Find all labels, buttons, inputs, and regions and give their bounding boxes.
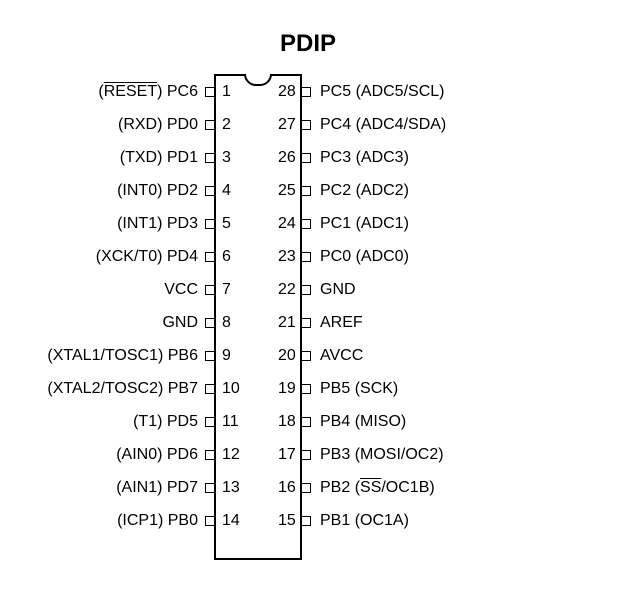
- pin-number: 21: [278, 314, 296, 332]
- pin-number: 12: [222, 446, 240, 464]
- pin-label: PC0 (ADC0): [320, 248, 409, 266]
- pin-label: PC3 (ADC3): [320, 149, 409, 167]
- pin-label: (RESET) PC6: [98, 83, 198, 101]
- pin-number: 17: [278, 446, 296, 464]
- pin-pad: [205, 87, 215, 97]
- pin-pad: [301, 120, 311, 130]
- pin-pad: [301, 483, 311, 493]
- pin-pad: [301, 351, 311, 361]
- pin-pad: [205, 285, 215, 295]
- pin-label: PC4 (ADC4/SDA): [320, 116, 446, 134]
- pin-pad: [205, 219, 215, 229]
- pin-pad: [301, 516, 311, 526]
- pin-number: 26: [278, 149, 296, 167]
- pin-number: 18: [278, 413, 296, 431]
- package-title: PDIP: [280, 30, 336, 58]
- pin-pad: [205, 351, 215, 361]
- pin-pad: [301, 417, 311, 427]
- pin-number: 15: [278, 512, 296, 530]
- pin-label: GND: [162, 314, 198, 332]
- pin-number: 11: [222, 413, 239, 431]
- pin-label: VCC: [164, 281, 198, 299]
- pin-label: PB1 (OC1A): [320, 512, 409, 530]
- pin-label: (TXD) PD1: [120, 149, 198, 167]
- pin-label: (XTAL2/TOSC2) PB7: [47, 380, 198, 398]
- pin-label: (ICP1) PB0: [117, 512, 198, 530]
- pin-pad: [301, 87, 311, 97]
- pin-number: 24: [278, 215, 296, 233]
- pin-number: 10: [222, 380, 240, 398]
- pin-label: (XCK/T0) PD4: [96, 248, 198, 266]
- pin-label: (AIN1) PD7: [116, 479, 198, 497]
- pin-number: 20: [278, 347, 296, 365]
- pin-pad: [205, 120, 215, 130]
- pin-number: 14: [222, 512, 240, 530]
- pin-number: 4: [222, 182, 231, 200]
- pin-number: 27: [278, 116, 296, 134]
- pin-label: PC1 (ADC1): [320, 215, 409, 233]
- pin-pad: [205, 450, 215, 460]
- pin-number: 8: [222, 314, 231, 332]
- pin-number: 25: [278, 182, 296, 200]
- pin-pad: [205, 318, 215, 328]
- pin-pad: [301, 450, 311, 460]
- pin-number: 7: [222, 281, 231, 299]
- pin-label: PB3 (MOSI/OC2): [320, 446, 444, 464]
- pin-number: 5: [222, 215, 231, 233]
- pin-label: (INT0) PD2: [117, 182, 198, 200]
- pin-number: 13: [222, 479, 240, 497]
- pin-pad: [205, 417, 215, 427]
- pin-pad: [205, 516, 215, 526]
- pin-label: AREF: [320, 314, 363, 332]
- pin-pad: [301, 153, 311, 163]
- pin-pad: [205, 384, 215, 394]
- pin-label: PC5 (ADC5/SCL): [320, 83, 444, 101]
- pin-label: AVCC: [320, 347, 363, 365]
- pin-number: 16: [278, 479, 296, 497]
- pin-label: (INT1) PD3: [117, 215, 198, 233]
- pin-number: 23: [278, 248, 296, 266]
- pin-number: 1: [222, 83, 231, 101]
- pin-pad: [301, 219, 311, 229]
- pin-number: 3: [222, 149, 231, 167]
- pin-number: 9: [222, 347, 231, 365]
- pin-pad: [301, 384, 311, 394]
- pin-label: PB4 (MISO): [320, 413, 406, 431]
- pin-label: PB2 (SS/OC1B): [320, 479, 435, 497]
- pin-pad: [301, 186, 311, 196]
- pin-number: 6: [222, 248, 231, 266]
- pin-label: PB5 (SCK): [320, 380, 398, 398]
- pin-number: 28: [278, 83, 296, 101]
- pin-label: (AIN0) PD6: [116, 446, 198, 464]
- pin-label: (XTAL1/TOSC1) PB6: [47, 347, 198, 365]
- pin-pad: [205, 252, 215, 262]
- pin-label: (RXD) PD0: [118, 116, 198, 134]
- pin-number: 2: [222, 116, 231, 134]
- pin-pad: [205, 483, 215, 493]
- pinout-diagram: PDIP 1 (RESET) PC6 2 (RXD) PD0 3 (TXD) PD1 4 (I…: [0, 0, 628, 595]
- pin-label: GND: [320, 281, 356, 299]
- pin-pad: [205, 186, 215, 196]
- pin-pad: [301, 285, 311, 295]
- pin-label: PC2 (ADC2): [320, 182, 409, 200]
- pin-label: (T1) PD5: [133, 413, 198, 431]
- pin-pad: [301, 318, 311, 328]
- pin-number: 19: [278, 380, 296, 398]
- pin-pad: [205, 153, 215, 163]
- pin-pad: [301, 252, 311, 262]
- pin-number: 22: [278, 281, 296, 299]
